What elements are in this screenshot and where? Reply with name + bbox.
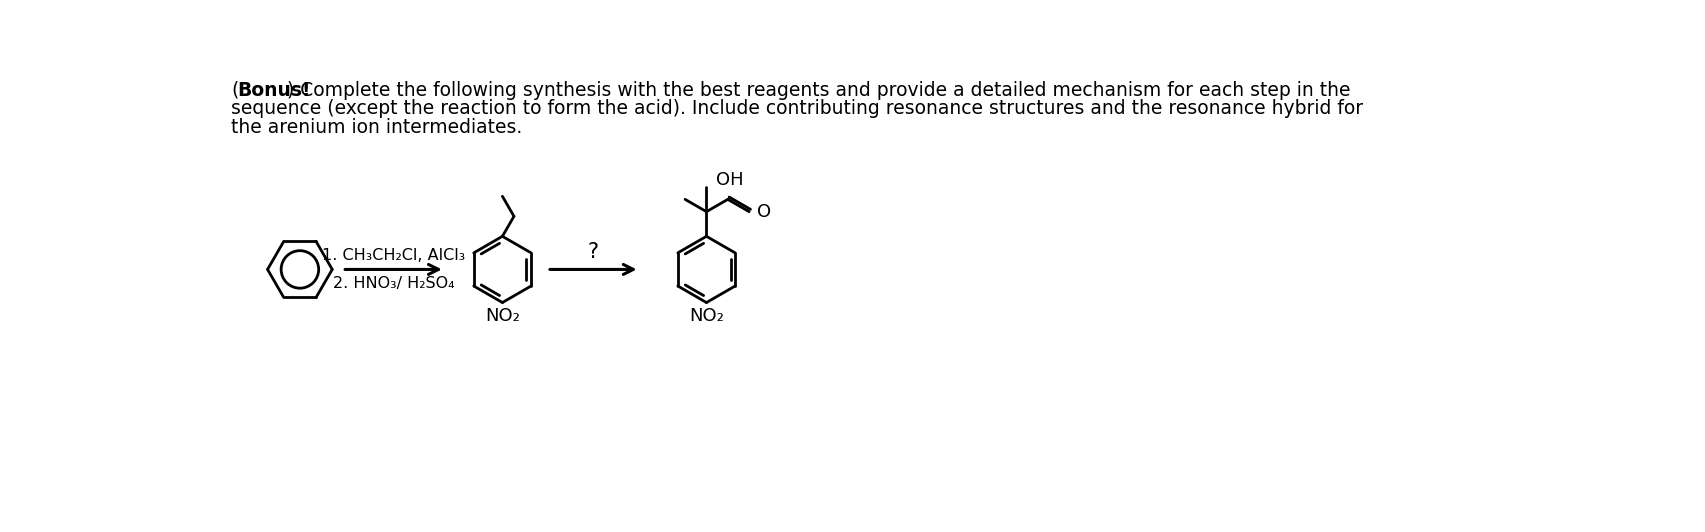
Text: 2. HNO₃/ H₂SO₄: 2. HNO₃/ H₂SO₄ (332, 276, 454, 292)
Text: ) Complete the following synthesis with the best reagents and provide a detailed: ) Complete the following synthesis with … (286, 81, 1350, 100)
Text: ?: ? (587, 242, 598, 262)
Text: 1. CH₃CH₂Cl, AlCl₃: 1. CH₃CH₂Cl, AlCl₃ (322, 247, 465, 262)
Text: NO₂: NO₂ (689, 307, 723, 325)
Text: NO₂: NO₂ (484, 307, 520, 325)
Text: the arenium ion intermediates.: the arenium ion intermediates. (232, 118, 522, 137)
Text: OH: OH (714, 171, 743, 188)
Text: O: O (757, 203, 771, 221)
Text: sequence (except the reaction to form the acid). Include contributing resonance : sequence (except the reaction to form th… (232, 99, 1362, 118)
Text: (: ( (232, 81, 239, 100)
Text: Bonus!: Bonus! (237, 81, 310, 100)
